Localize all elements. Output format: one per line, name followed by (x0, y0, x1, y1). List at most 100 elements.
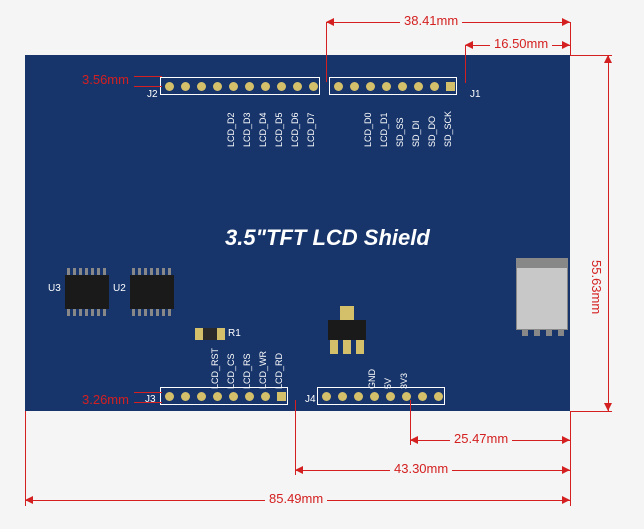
dim-b1-text: 43.30mm (390, 461, 452, 476)
u3legs-leg (73, 268, 76, 275)
j2-pad-0 (165, 82, 174, 91)
dim-h-arr-t (604, 55, 612, 63)
j2-pad-4 (229, 82, 238, 91)
j1-label-sd_di: SD_DI (411, 120, 421, 147)
silk-j2: J2 (147, 89, 158, 100)
j2-label-lcd_d3: LCD_D3 (242, 112, 252, 147)
dim-width-arr-l (25, 496, 33, 504)
dim-top-text: 38.41mm (400, 13, 462, 28)
j2-pad-2 (197, 82, 206, 91)
j4-pad-4 (386, 392, 395, 401)
u2legs-leg (132, 268, 135, 275)
j1-label-lcd_d0: LCD_D0 (363, 112, 373, 147)
resistor-r1 (195, 328, 203, 340)
j2-label-lcd_d6: LCD_D6 (290, 112, 300, 147)
dim-b2-arr-r (562, 436, 570, 444)
dim-b2-text: 25.47mm (450, 431, 512, 446)
j4-pad-6 (418, 392, 427, 401)
j2-pad-6 (261, 82, 270, 91)
u2legs-leg (156, 268, 159, 275)
dim-width-arr-r (562, 496, 570, 504)
j1-label-sd_sck: SD_SCK (443, 111, 453, 147)
dim-tr-arr-r (562, 41, 570, 49)
ic-u3 (65, 275, 109, 309)
u2legs-leg (138, 268, 141, 275)
sd-card-slot (516, 258, 568, 330)
u3legs-leg (97, 309, 100, 316)
j1-pad-3 (382, 82, 391, 91)
j1-label-sd_do: SD_DO (427, 116, 437, 147)
u3legs-leg (103, 309, 106, 316)
u2legs-leg (162, 268, 165, 275)
j3-pad-1 (181, 392, 190, 401)
j3-label-lcd_wr: LCD_WR (258, 351, 268, 389)
dim-width-ext-l (25, 411, 26, 506)
dim-bl-line1 (134, 392, 162, 393)
j3-pad-0 (165, 392, 174, 401)
j4-pad-0 (322, 392, 331, 401)
switch-pin1 (330, 340, 338, 354)
silk-j4: J4 (305, 394, 316, 405)
dim-h-ext-b (570, 411, 612, 412)
j1-pad-6 (430, 82, 439, 91)
silk-u2: U2 (113, 283, 126, 294)
u3legs-leg (91, 268, 94, 275)
j1-pad-0 (334, 82, 343, 91)
switch-pin2 (343, 340, 351, 354)
j1-pad-2 (366, 82, 375, 91)
u3legs-leg (85, 309, 88, 316)
dim-tl-line2 (134, 86, 162, 87)
switch-pin3 (356, 340, 364, 354)
j1-label-lcd_d1: LCD_D1 (379, 112, 389, 147)
sd-leg1 (522, 330, 528, 336)
dim-h-text: 55.63mm (589, 260, 604, 314)
dim-b1-arr-l (295, 466, 303, 474)
j2-pad-5 (245, 82, 254, 91)
board-title: 3.5"TFT LCD Shield (225, 225, 430, 251)
j4-label-3v3: 3V3 (399, 373, 409, 389)
u2legs-leg (168, 309, 171, 316)
sd-leg4 (558, 330, 564, 336)
j3-pad-7 (277, 392, 286, 401)
j2-pad-1 (181, 82, 190, 91)
j2-label-lcd_d5: LCD_D5 (274, 112, 284, 147)
sd-leg2 (534, 330, 540, 336)
u2legs-leg (162, 309, 165, 316)
j2-label-lcd_d7: LCD_D7 (306, 112, 316, 147)
j2-label-lcd_d2: LCD_D2 (226, 112, 236, 147)
u3legs-leg (85, 268, 88, 275)
dim-tr-text: 16.50mm (490, 36, 552, 51)
resistor-r1-b (217, 328, 225, 340)
u2legs-leg (168, 268, 171, 275)
j1-label-sd_ss: SD_SS (395, 117, 405, 147)
j4-label-5v: 5V (383, 378, 393, 389)
j1-pad-1 (350, 82, 359, 91)
j4-label-gnd: GND (367, 369, 377, 389)
dim-top-ext-l (326, 22, 327, 82)
resistor-r1-body (203, 328, 217, 340)
j3-label-lcd_rs: LCD_RS (242, 353, 252, 389)
u2legs-leg (132, 309, 135, 316)
silk-u3: U3 (48, 283, 61, 294)
j3-label-lcd_cs: LCD_CS (226, 353, 236, 389)
dim-top-ext-r (570, 22, 571, 55)
u3legs-leg (103, 268, 106, 275)
u2legs-leg (138, 309, 141, 316)
dim-b1-ext (295, 400, 296, 475)
u2legs-leg (150, 309, 153, 316)
u3legs-leg (67, 309, 70, 316)
dim-tl-text: 3.56mm (82, 72, 129, 87)
u2legs-leg (150, 268, 153, 275)
dim-tl-line1 (134, 76, 162, 77)
j4-pad-3 (370, 392, 379, 401)
silk-r1: R1 (228, 328, 241, 339)
j2-pad-9 (309, 82, 318, 91)
j1-pad-7 (446, 82, 455, 91)
u3legs-leg (79, 268, 82, 275)
u2legs-leg (144, 268, 147, 275)
j2-pad-7 (277, 82, 286, 91)
u2legs-leg (156, 309, 159, 316)
j4-pad-2 (354, 392, 363, 401)
dim-h-arr-b (604, 403, 612, 411)
j1-pad-4 (398, 82, 407, 91)
